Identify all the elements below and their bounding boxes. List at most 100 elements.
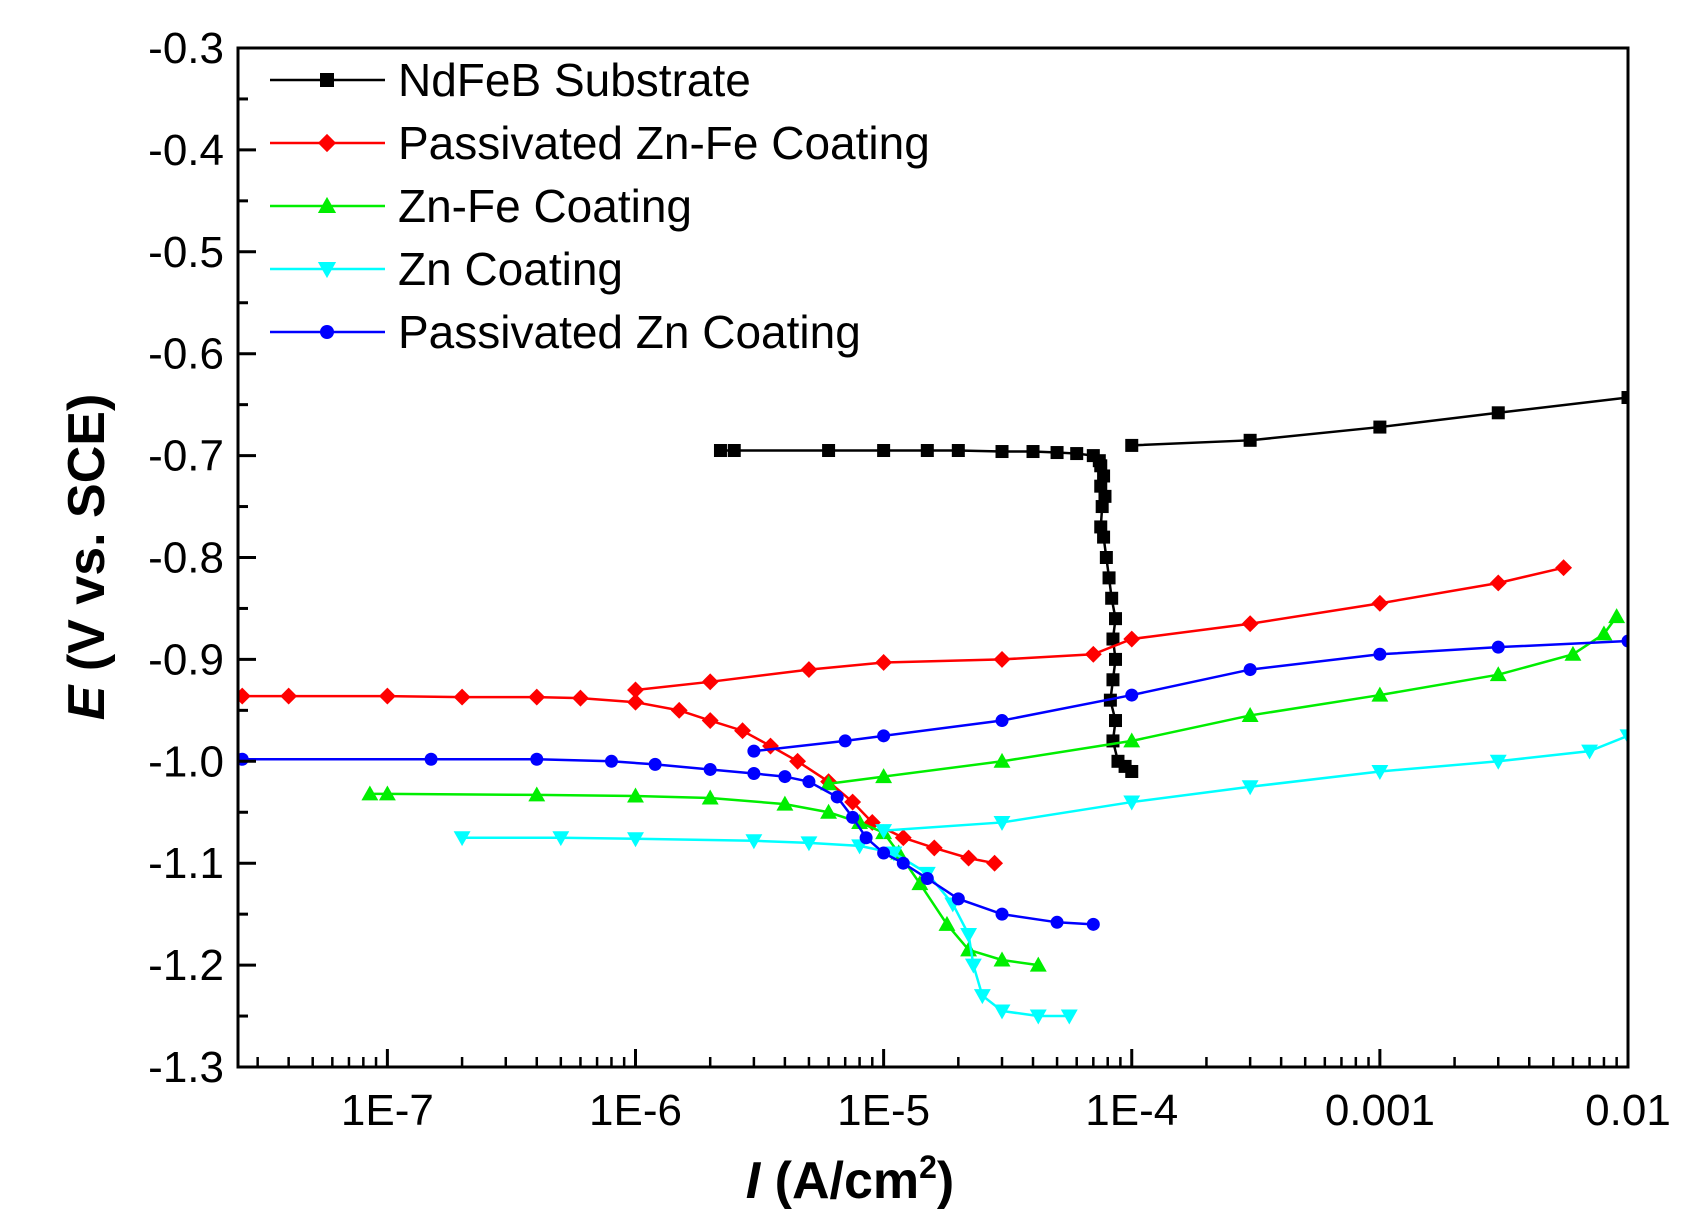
data-point <box>1241 615 1259 633</box>
data-point <box>701 712 719 729</box>
data-point <box>701 789 719 805</box>
y-tick-label: -0.9 <box>148 635 224 684</box>
data-point <box>378 785 396 801</box>
y-tick-label: -0.8 <box>148 534 224 583</box>
data-point <box>911 875 929 891</box>
data-point <box>1026 445 1040 459</box>
data-point <box>747 744 761 758</box>
data-point <box>960 928 978 943</box>
data-point <box>1491 406 1505 420</box>
data-point <box>424 752 438 766</box>
data-layer <box>238 391 1628 1025</box>
data-point <box>648 757 662 771</box>
data-point <box>627 693 644 711</box>
data-point <box>993 815 1011 831</box>
data-point <box>995 907 1009 921</box>
data-point <box>820 803 838 819</box>
data-point <box>993 752 1011 768</box>
series-passivated-zn-coating <box>238 634 1628 931</box>
data-point <box>844 793 862 811</box>
legend-label: Passivated Zn-Fe Coating <box>398 117 930 169</box>
data-point <box>1621 634 1628 648</box>
data-point <box>552 831 570 847</box>
data-point <box>1105 591 1119 605</box>
data-point <box>1050 915 1064 929</box>
data-point <box>838 734 852 748</box>
y-tick-label: -0.7 <box>148 432 224 481</box>
data-point <box>993 1004 1011 1020</box>
data-point <box>951 444 965 458</box>
data-point <box>925 839 943 857</box>
legend-label: Zn Coating <box>398 243 623 295</box>
x-tick-label: 0.01 <box>1585 1086 1671 1135</box>
data-point <box>859 831 873 845</box>
data-point <box>745 834 763 850</box>
data-point <box>995 714 1009 728</box>
legend-marker <box>317 262 337 279</box>
legend-item: Zn-Fe Coating <box>270 180 692 232</box>
series-ndfeb-substrate <box>713 391 1628 778</box>
data-point <box>361 785 379 801</box>
x-axis-title: I (A/cm2) <box>746 1149 955 1210</box>
data-point <box>1595 625 1613 641</box>
data-point <box>894 829 912 847</box>
data-point <box>1489 574 1507 592</box>
data-point <box>1084 645 1102 663</box>
data-point <box>960 849 978 867</box>
y-tick-label: -1.3 <box>148 1043 224 1092</box>
data-point <box>875 654 893 671</box>
data-point <box>875 824 893 840</box>
legend-item: Zn Coating <box>270 243 623 295</box>
series-line <box>369 792 1039 967</box>
data-point <box>800 836 818 852</box>
data-point <box>877 846 891 860</box>
data-point <box>1086 917 1100 931</box>
x-tick-label: 0.001 <box>1325 1086 1435 1135</box>
data-point <box>1125 688 1139 702</box>
data-point <box>1102 571 1116 585</box>
data-point <box>530 752 544 766</box>
data-point <box>877 444 891 458</box>
legend-marker <box>317 196 337 213</box>
data-point <box>453 688 471 706</box>
data-point <box>747 767 761 781</box>
data-point <box>528 786 546 802</box>
data-point <box>993 650 1011 668</box>
data-point <box>1241 780 1259 796</box>
data-point <box>1123 795 1141 811</box>
data-point <box>1491 640 1505 654</box>
legend-item: NdFeB Substrate <box>270 54 751 106</box>
data-point <box>846 810 860 824</box>
data-point <box>1371 764 1389 780</box>
legend: NdFeB Substrate Passivated Zn-Fe Coating Z… <box>270 54 930 358</box>
data-point <box>604 754 618 768</box>
data-point <box>713 444 727 458</box>
data-point <box>1070 447 1084 461</box>
data-point <box>1109 714 1123 728</box>
data-point <box>1371 686 1389 702</box>
x-tick-label: 1E-6 <box>589 1086 682 1135</box>
data-point <box>703 762 717 776</box>
data-point <box>995 445 1009 459</box>
data-point <box>1109 652 1123 666</box>
data-point <box>1564 645 1582 661</box>
data-point <box>762 737 779 755</box>
y-axis-title: E (V vs. SCE) <box>58 394 116 721</box>
data-point <box>1099 551 1113 564</box>
y-tick-label: -0.4 <box>148 126 224 175</box>
data-point <box>1097 469 1111 483</box>
data-point <box>1050 446 1064 460</box>
data-point <box>993 951 1011 967</box>
data-point <box>453 831 471 847</box>
data-point <box>920 871 934 885</box>
series-zn-coating <box>453 729 1628 1025</box>
data-point <box>822 444 836 458</box>
data-point <box>986 854 1004 872</box>
data-point <box>960 941 978 957</box>
data-point <box>1111 754 1125 768</box>
data-point <box>1489 754 1507 770</box>
data-point <box>627 832 644 848</box>
data-point <box>1125 438 1139 452</box>
legend-marker <box>317 133 337 153</box>
